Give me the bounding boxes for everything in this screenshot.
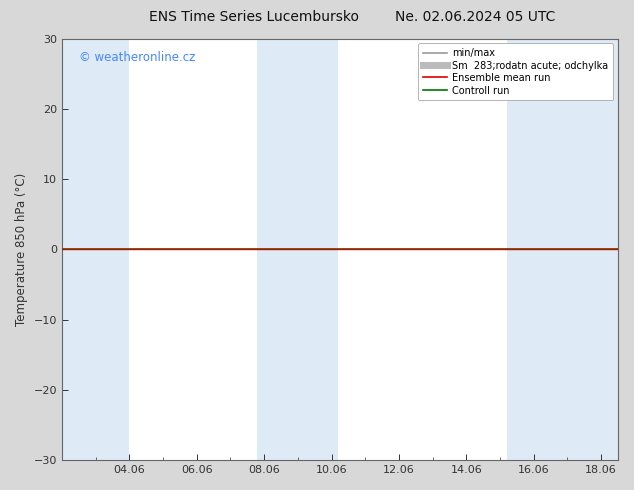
Legend: min/max, Sm  283;rodatn acute; odchylka, Ensemble mean run, Controll run: min/max, Sm 283;rodatn acute; odchylka, … [418,44,613,100]
Bar [257,39,339,460]
Text: ENS Time Series Lucembursko: ENS Time Series Lucembursko [148,10,359,24]
Bar [62,39,129,460]
Y-axis label: Temperature 850 hPa (°C): Temperature 850 hPa (°C) [15,173,28,326]
Text: © weatheronline.cz: © weatheronline.cz [79,51,195,64]
Bar [507,39,618,460]
Text: Ne. 02.06.2024 05 UTC: Ne. 02.06.2024 05 UTC [396,10,555,24]
